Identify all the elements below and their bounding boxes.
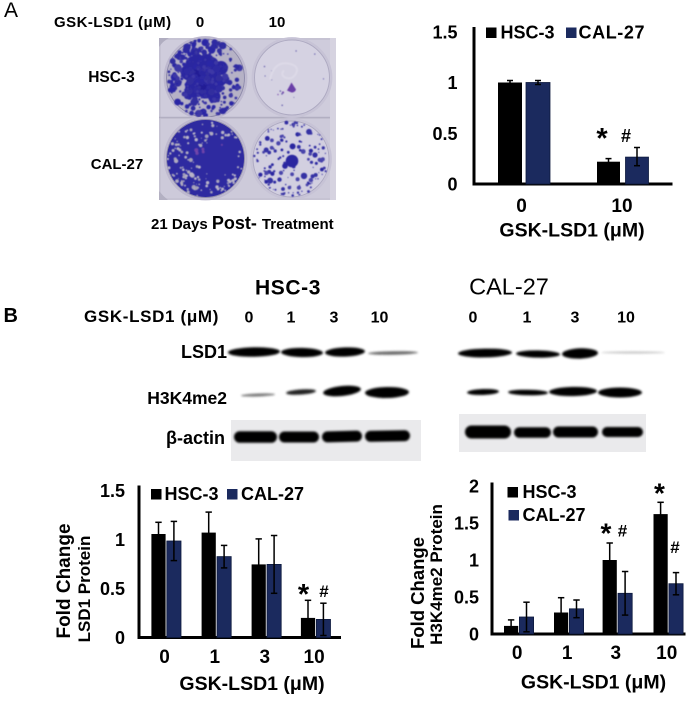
svg-text:CAL-27: CAL-27	[469, 274, 549, 300]
svg-text:#: #	[621, 126, 631, 146]
svg-text:CAL-27: CAL-27	[241, 484, 304, 504]
svg-text:10: 10	[656, 643, 677, 664]
svg-text:1: 1	[523, 310, 532, 327]
svg-text:0: 0	[115, 628, 125, 648]
svg-text:1: 1	[210, 647, 221, 668]
svg-text:GSK-LSD1 (μM): GSK-LSD1 (μM)	[499, 220, 644, 242]
svg-text:GSK-LSD1 (μM): GSK-LSD1 (μM)	[54, 14, 172, 31]
svg-text:3: 3	[611, 643, 622, 664]
svg-text:Fold Change: Fold Change	[407, 537, 428, 649]
svg-text:2: 2	[469, 477, 479, 497]
svg-text:1.5: 1.5	[100, 481, 125, 501]
svg-text:0.5: 0.5	[432, 124, 457, 144]
svg-text:*: *	[596, 123, 608, 155]
svg-text:LSD1: LSD1	[181, 342, 227, 362]
svg-text:0: 0	[512, 643, 523, 664]
svg-text:1: 1	[447, 73, 457, 93]
svg-text:3: 3	[571, 310, 580, 327]
svg-text:HSC-3: HSC-3	[255, 277, 321, 300]
svg-text:Fold Change: Fold Change	[54, 523, 75, 638]
svg-text:HSC-3: HSC-3	[523, 482, 577, 502]
svg-text:H3K4me2: H3K4me2	[147, 388, 227, 408]
svg-text:CAL-27: CAL-27	[91, 156, 144, 173]
svg-text:#: #	[618, 522, 628, 541]
svg-text:1: 1	[115, 530, 125, 550]
svg-text:*: *	[601, 518, 612, 549]
svg-text:H3K4me2 Protein: H3K4me2 Protein	[427, 504, 446, 645]
svg-text:*: *	[298, 579, 310, 611]
svg-text:CAL-27: CAL-27	[579, 23, 646, 43]
svg-text:0: 0	[469, 625, 479, 645]
svg-text:0: 0	[245, 310, 254, 327]
svg-text:0: 0	[159, 647, 170, 668]
svg-text:HSC-3: HSC-3	[501, 23, 555, 43]
svg-text:0: 0	[469, 310, 478, 327]
svg-text:3: 3	[330, 310, 339, 327]
svg-text:1: 1	[469, 551, 479, 571]
svg-text:10: 10	[371, 310, 389, 327]
svg-text:10: 10	[617, 310, 635, 327]
svg-text:3: 3	[260, 647, 271, 668]
svg-text:GSK-LSD1 (μM): GSK-LSD1 (μM)	[84, 307, 219, 326]
svg-text:CAL-27: CAL-27	[523, 505, 586, 525]
svg-text:1: 1	[287, 310, 296, 327]
svg-text:0.5: 0.5	[100, 579, 125, 599]
svg-text:LSD1 Protein: LSD1 Protein	[75, 536, 94, 643]
svg-text:0: 0	[196, 14, 204, 31]
svg-text:A: A	[4, 0, 18, 22]
svg-text:0.5: 0.5	[454, 588, 479, 608]
svg-text:10: 10	[304, 647, 325, 668]
svg-text:1: 1	[562, 643, 573, 664]
svg-text:β-actin: β-actin	[166, 428, 225, 448]
svg-text:GSK-LSD1 (μM): GSK-LSD1 (μM)	[521, 672, 666, 694]
svg-text:1.5: 1.5	[432, 22, 457, 42]
svg-text:HSC-3: HSC-3	[88, 69, 135, 86]
svg-text:GSK-LSD1 (μM): GSK-LSD1 (μM)	[179, 673, 324, 695]
svg-text:10: 10	[269, 14, 286, 31]
svg-text:*: *	[654, 478, 665, 509]
svg-text:HSC-3: HSC-3	[165, 484, 219, 504]
svg-text:0: 0	[516, 196, 527, 217]
svg-text:21 Days Post- Treatment: 21 Days Post- Treatment	[151, 213, 334, 233]
svg-text:B: B	[4, 305, 18, 327]
svg-text:#: #	[319, 582, 329, 601]
svg-text:1.5: 1.5	[454, 514, 479, 534]
svg-text:10: 10	[611, 196, 632, 217]
svg-text:0: 0	[447, 175, 457, 195]
svg-text:#: #	[670, 538, 680, 557]
